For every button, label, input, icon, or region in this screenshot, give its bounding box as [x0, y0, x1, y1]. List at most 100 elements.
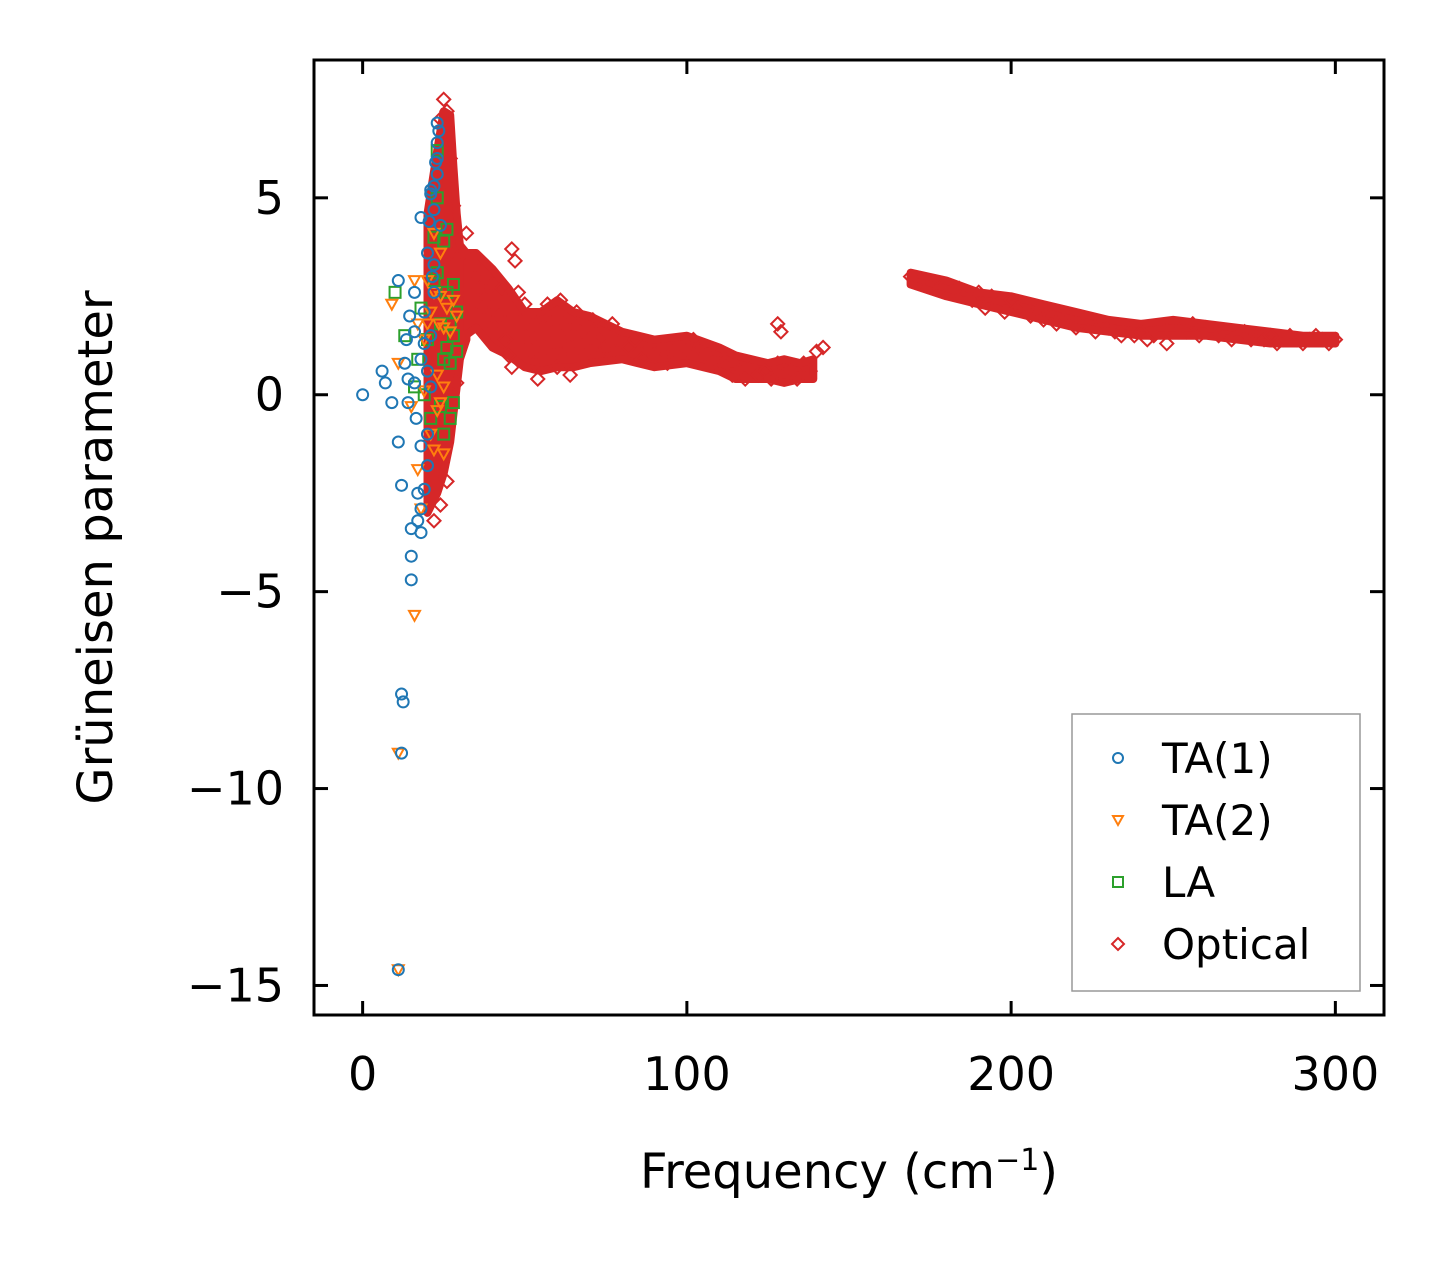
ta2-point: [436, 381, 451, 395]
optical-point: [1067, 319, 1084, 336]
optical-point: [633, 351, 650, 368]
optical-point: [529, 370, 546, 388]
ta1-point: [414, 526, 428, 540]
optical-point: [802, 363, 819, 380]
optical-point: [526, 315, 543, 332]
optical-point: [516, 296, 533, 313]
ta1-point: [395, 478, 409, 492]
optical-point: [737, 370, 754, 388]
ta2-point: [442, 326, 458, 340]
ta1-point: [432, 124, 446, 138]
ta2-point: [446, 294, 461, 308]
optical-point: [614, 327, 631, 344]
ta2-point: [439, 302, 455, 316]
ta1-point: [422, 214, 436, 228]
optical-point: [604, 315, 621, 332]
la-point: [446, 396, 460, 410]
optical-point: [1009, 300, 1026, 317]
optical-point: [435, 91, 452, 108]
optical-point: [776, 367, 793, 384]
optical-point: [584, 311, 601, 328]
optical-point: [912, 272, 929, 289]
optical-point: [1243, 331, 1260, 348]
optical-point: [438, 426, 455, 443]
optical-point: [549, 359, 566, 376]
optical-point: [1106, 323, 1123, 340]
optical-point: [1288, 331, 1305, 348]
optical-point: [542, 323, 559, 340]
ta2-point: [391, 357, 406, 371]
ta1-point: [404, 549, 418, 563]
ta1-point: [427, 258, 441, 272]
la-point: [427, 230, 441, 244]
optical-point: [763, 370, 780, 388]
ta2-point: [426, 444, 442, 458]
optical-point: [902, 268, 919, 285]
ta1-point: [433, 218, 447, 232]
optical-point: [1249, 327, 1266, 344]
ta1-point: [399, 333, 413, 347]
optical-point: [1197, 319, 1214, 336]
optical-point: [922, 276, 939, 293]
optical-point: [772, 323, 789, 340]
optical-point: [1281, 327, 1298, 344]
optical-point: [552, 292, 569, 309]
optical-point: [1048, 315, 1065, 332]
ta1-point: [401, 396, 415, 410]
ta1-point: [417, 305, 431, 319]
ta1-point: [414, 352, 428, 366]
optical-point: [1307, 327, 1324, 344]
optical-point: [1184, 315, 1201, 332]
optical-point: [1230, 327, 1247, 344]
ta1-point: [427, 179, 441, 193]
ta1-point: [356, 388, 370, 402]
ta1-point: [395, 746, 409, 760]
ta1-point: [430, 116, 444, 130]
optical-point: [607, 343, 624, 360]
optical-point: [815, 339, 832, 356]
legend-label-ta2: TA(2): [1161, 796, 1273, 845]
optical-point: [468, 268, 485, 285]
optical-point: [1327, 331, 1344, 348]
ta1-point: [414, 502, 428, 516]
optical-point: [1165, 315, 1182, 332]
ta1-point: [424, 187, 438, 201]
optical-point: [571, 323, 588, 340]
la-point: [437, 427, 451, 441]
optical-point: [507, 252, 524, 269]
optical-point: [724, 367, 741, 384]
ta2-point: [413, 503, 429, 517]
ta2-point: [430, 369, 445, 383]
ta1-point: [391, 435, 405, 449]
ta1-point: [391, 274, 405, 288]
la-point: [443, 411, 457, 425]
optical-point: [503, 359, 520, 376]
ta1-point: [420, 246, 434, 260]
ta2-point: [407, 275, 422, 289]
ta1-point: [398, 356, 412, 370]
optical-point: [1294, 335, 1311, 352]
ta1-point: [409, 411, 423, 425]
optical-band-2: [906, 268, 1340, 348]
optical-point: [1210, 327, 1227, 344]
ta2-point: [431, 318, 447, 332]
ta1-point: [378, 376, 392, 390]
ta1-point: [430, 136, 444, 150]
legend-marker-optical: [1110, 936, 1126, 952]
optical-point: [769, 355, 786, 372]
optical-point: [652, 339, 669, 356]
optical-point: [494, 280, 511, 297]
ta1-point: [430, 151, 444, 165]
legend: TA(1) TA(2) LA Optical: [1071, 713, 1361, 992]
optical-point: [1314, 331, 1331, 348]
ta2-point: [430, 405, 445, 419]
ta2-point: [384, 298, 400, 312]
optical-point: [445, 197, 462, 214]
y-axis-label: Grüneisen parameter: [68, 290, 124, 805]
la-point: [430, 191, 444, 205]
optical-point: [588, 335, 605, 352]
optical-point: [1093, 315, 1110, 332]
ta1-point: [408, 285, 422, 299]
